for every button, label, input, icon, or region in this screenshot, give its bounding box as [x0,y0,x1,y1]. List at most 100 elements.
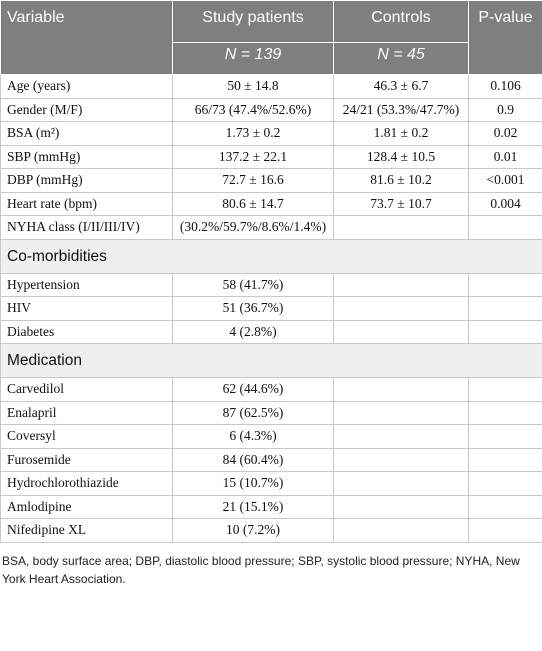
cell: 66/73 (47.4%/52.6%) [172,97,334,122]
cell [468,272,542,297]
cell [333,447,469,472]
table-row: Heart rate (bpm) 80.6 ± 14.7 73.7 ± 10.7 0.… [0,191,542,216]
cell [333,272,469,297]
header-cell: Variable [0,0,173,75]
cell [468,447,542,472]
cell: 81.6 ± 10.2 [333,168,469,193]
cell: 0.01 [468,144,542,169]
cell [468,400,542,425]
table-row: Enalapril 87 (62.5%) [0,400,542,425]
cell: 87 (62.5%) [172,400,334,425]
cell [468,215,542,240]
table-row: Coversyl 6 (4.3%) [0,424,542,449]
cell [468,319,542,344]
row-label: Carvedilol [0,377,173,402]
cell: (30.2%/59.7%/8.6%/1.4%) [172,215,334,240]
cell: 6 (4.3%) [172,424,334,449]
row-label: DBP (mmHg) [0,168,173,193]
cell: 50 ± 14.8 [172,74,334,99]
cell [468,296,542,321]
row-label: BSA (m²) [0,121,173,146]
cell: 58 (41.7%) [172,272,334,297]
row-label: Hydrochlorothiazide [0,471,173,496]
cell [333,215,469,240]
footnote: BSA, body surface area; DBP, diastolic b… [2,553,520,586]
cell [468,494,542,519]
header-cell: N = 139 [172,42,334,75]
cell: 62 (44.6%) [172,377,334,402]
header-cell: P-value [468,0,542,75]
cell [333,296,469,321]
header-row: N = 139 N = 45 [1,42,542,75]
cell: 21 (15.1%) [172,494,334,519]
cell: 1.73 ± 0.2 [172,121,334,146]
row-label: Age (years) [0,74,173,99]
table-row: Diabetes 4 (2.8%) [0,319,542,344]
cell: 24/21 (53.3%/47.7%) [333,97,469,122]
cell: 4 (2.8%) [172,319,334,344]
table-row: Furosemide 84 (60.4%) [0,447,542,472]
cell: 80.6 ± 14.7 [172,191,334,216]
row-label: Diabetes [0,319,173,344]
cell [333,471,469,496]
cell [468,518,542,543]
cell [333,377,469,402]
cell: 1.81 ± 0.2 [333,121,469,146]
cell: 0.004 [468,191,542,216]
cell: 84 (60.4%) [172,447,334,472]
table-row: Age (years) 50 ± 14.8 46.3 ± 6.7 0.106 [0,74,542,99]
cell: 73.7 ± 10.7 [333,191,469,216]
cell: <0.001 [468,168,542,193]
cell: 0.02 [468,121,542,146]
cell [333,494,469,519]
table-row: Hydrochlorothiazide 15 (10.7%) [0,471,542,496]
cell [333,400,469,425]
cell: 137.2 ± 22.1 [172,144,334,169]
cell: 0.9 [468,97,542,122]
cell: 15 (10.7%) [172,471,334,496]
table-row: NYHA class (I/II/III/IV) (30.2%/59.7%/8.6… [0,215,542,240]
table-row: Carvedilol 62 (44.6%) [0,377,542,402]
table-row: BSA (m²) 1.73 ± 0.2 1.81 ± 0.2 0.02 [0,121,542,146]
row-label: SBP (mmHg) [0,144,173,169]
header-row: Variable Study patients Controls P-value [0,0,542,75]
header-cell: Study patients [172,0,334,43]
cell [468,377,542,402]
section-heading: Medication [0,343,542,378]
row-label: Furosemide [0,447,173,472]
cell [333,319,469,344]
row-label: Gender (M/F) [0,97,173,122]
header-cell: N = 45 [333,42,469,75]
table-row: DBP (mmHg) 72.7 ± 16.6 81.6 ± 10.2 <0.001 [0,168,542,193]
data-table: Variable Study patients Controls P-value… [0,0,542,543]
cell: 72.7 ± 16.6 [172,168,334,193]
table-row: Medication [0,343,542,378]
cell: 0.106 [468,74,542,99]
cell [468,471,542,496]
table-row: Gender (M/F) 66/73 (47.4%/52.6%) 24/21 (53… [0,97,542,122]
row-label: Coversyl [0,424,173,449]
table-row: Hypertension 58 (41.7%) [0,272,542,297]
section-heading: Co-morbidities [0,238,542,274]
cell: 51 (36.7%) [172,296,334,321]
row-label: Nifedipine XL [0,518,173,543]
row-label: NYHA class (I/II/III/IV) [0,215,173,240]
cell: 46.3 ± 6.7 [333,74,469,99]
row-label: Hypertension [0,272,173,297]
row-label: Heart rate (bpm) [0,191,173,216]
table-row: Co-morbidities [0,238,542,274]
row-label: Amlodipine [0,494,173,519]
table-row: SBP (mmHg) 137.2 ± 22.1 128.4 ± 10.5 0.01 [0,144,542,169]
cell: 10 (7.2%) [172,518,334,543]
table-row: Nifedipine XL 10 (7.2%) [0,518,542,543]
row-label: HIV [0,296,173,321]
cell [468,424,542,449]
cell [333,518,469,543]
row-label: Enalapril [0,400,173,425]
header-cell: Controls [333,0,469,43]
table-row: HIV 51 (36.7%) [0,296,542,321]
cell: 128.4 ± 10.5 [333,144,469,169]
cell [333,424,469,449]
table-row: Amlodipine 21 (15.1%) [0,494,542,519]
